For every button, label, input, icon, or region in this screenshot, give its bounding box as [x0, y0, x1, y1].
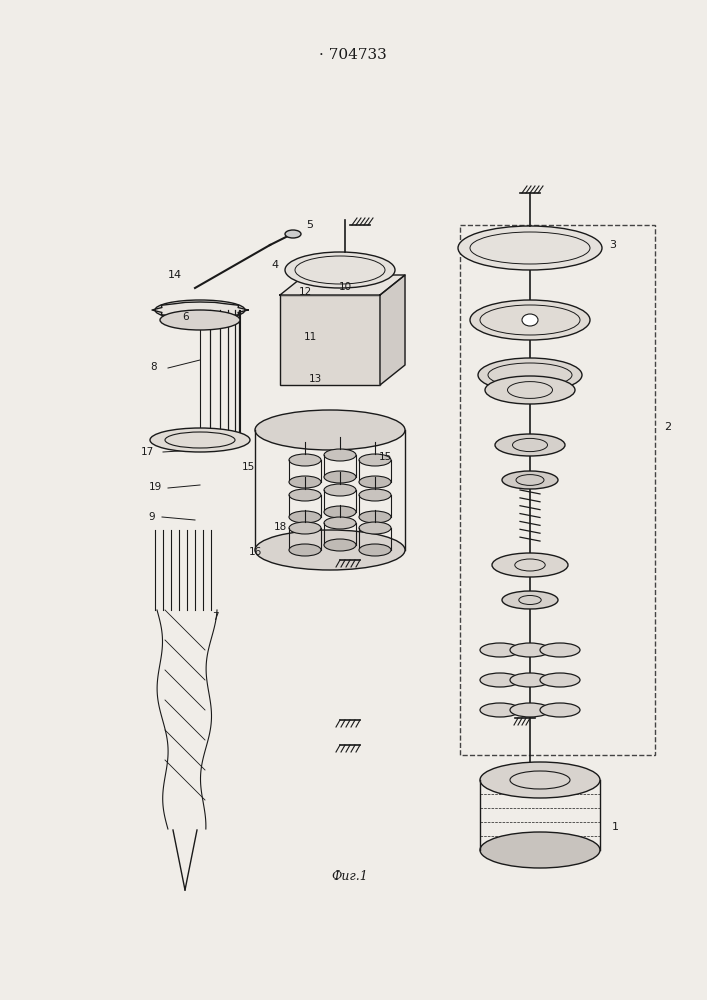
- Text: 8: 8: [151, 362, 158, 372]
- Ellipse shape: [324, 517, 356, 529]
- Text: 14: 14: [168, 270, 182, 280]
- Text: 15: 15: [378, 452, 392, 462]
- Text: 16: 16: [248, 547, 262, 557]
- Text: 5: 5: [307, 220, 313, 230]
- Ellipse shape: [478, 358, 582, 392]
- Ellipse shape: [289, 511, 321, 523]
- Ellipse shape: [255, 410, 405, 450]
- Text: 13: 13: [308, 374, 322, 384]
- Ellipse shape: [510, 643, 550, 657]
- Ellipse shape: [160, 310, 240, 330]
- Ellipse shape: [470, 300, 590, 340]
- Ellipse shape: [155, 300, 245, 320]
- Ellipse shape: [289, 476, 321, 488]
- Ellipse shape: [522, 314, 538, 326]
- Ellipse shape: [359, 522, 391, 534]
- Text: 11: 11: [303, 332, 317, 342]
- Ellipse shape: [480, 703, 520, 717]
- Bar: [460, 225, 655, 755]
- Ellipse shape: [495, 434, 565, 456]
- Text: 18: 18: [274, 522, 286, 532]
- Ellipse shape: [359, 476, 391, 488]
- Ellipse shape: [480, 762, 600, 798]
- Text: 7: 7: [211, 612, 218, 622]
- Ellipse shape: [289, 544, 321, 556]
- Text: 17: 17: [141, 447, 153, 457]
- Text: 19: 19: [148, 482, 162, 492]
- Text: 10: 10: [339, 282, 351, 292]
- Polygon shape: [380, 275, 405, 385]
- Text: 2: 2: [665, 422, 672, 432]
- Ellipse shape: [510, 703, 550, 717]
- Ellipse shape: [492, 553, 568, 577]
- Ellipse shape: [150, 428, 250, 452]
- Bar: [280, 295, 380, 385]
- Ellipse shape: [480, 832, 600, 868]
- Ellipse shape: [502, 591, 558, 609]
- Text: 12: 12: [298, 287, 312, 297]
- Text: 4: 4: [271, 260, 279, 270]
- Ellipse shape: [485, 376, 575, 404]
- Text: · 704733: · 704733: [319, 48, 387, 62]
- Ellipse shape: [458, 226, 602, 270]
- Ellipse shape: [324, 506, 356, 518]
- Ellipse shape: [359, 489, 391, 501]
- Ellipse shape: [359, 511, 391, 523]
- Ellipse shape: [480, 643, 520, 657]
- Ellipse shape: [285, 252, 395, 288]
- Ellipse shape: [540, 703, 580, 717]
- Ellipse shape: [359, 454, 391, 466]
- Ellipse shape: [510, 673, 550, 687]
- Ellipse shape: [359, 544, 391, 556]
- Ellipse shape: [289, 489, 321, 501]
- Ellipse shape: [502, 471, 558, 489]
- Ellipse shape: [540, 673, 580, 687]
- Ellipse shape: [324, 471, 356, 483]
- Text: Фиг.1: Фиг.1: [332, 870, 368, 883]
- Ellipse shape: [289, 454, 321, 466]
- Ellipse shape: [540, 643, 580, 657]
- Text: 9: 9: [148, 512, 156, 522]
- Ellipse shape: [324, 484, 356, 496]
- Ellipse shape: [324, 539, 356, 551]
- Text: 15: 15: [241, 462, 255, 472]
- Text: 6: 6: [182, 312, 189, 322]
- Ellipse shape: [289, 522, 321, 534]
- Ellipse shape: [285, 230, 301, 238]
- Ellipse shape: [324, 449, 356, 461]
- Polygon shape: [280, 275, 405, 295]
- Ellipse shape: [255, 530, 405, 570]
- Text: 1: 1: [612, 822, 619, 832]
- Text: 3: 3: [609, 240, 617, 250]
- Ellipse shape: [480, 673, 520, 687]
